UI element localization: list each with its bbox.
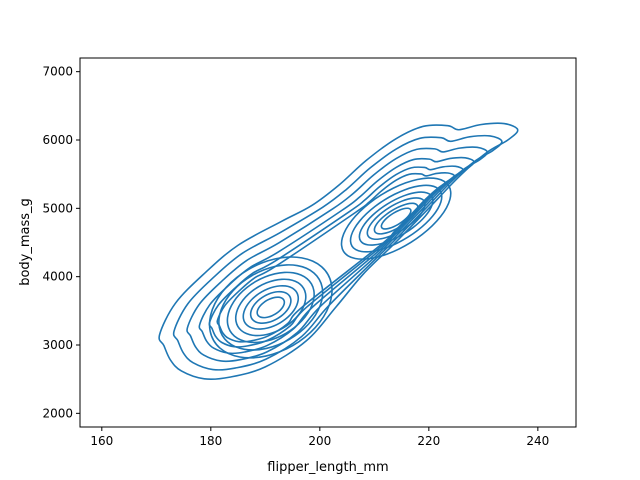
- density-contour: [158, 122, 519, 381]
- density-contour: [218, 264, 324, 351]
- density-contour: [186, 146, 489, 363]
- density-contour: [172, 134, 503, 371]
- density-contour: [234, 278, 307, 337]
- density-contour: [249, 290, 292, 324]
- y-tick-label: 5000: [42, 201, 73, 215]
- x-tick-label: 220: [417, 434, 440, 448]
- density-contour: [373, 202, 419, 235]
- y-tick-label: 7000: [42, 65, 73, 79]
- x-tick-label: 180: [199, 434, 222, 448]
- y-tick-label: 3000: [42, 338, 73, 352]
- density-contour: [226, 271, 315, 344]
- x-axis: 160 180 200 220 240: [90, 427, 549, 448]
- x-tick-label: 160: [90, 434, 113, 448]
- density-contour: [256, 296, 286, 319]
- contour-group: [158, 122, 519, 381]
- y-tick-label: 6000: [42, 133, 73, 147]
- x-tick-label: 200: [308, 434, 331, 448]
- x-tick-label: 240: [526, 434, 549, 448]
- y-axis-label: body_mass_g: [18, 198, 33, 286]
- density-contour: [380, 207, 412, 230]
- density-contour: [340, 177, 452, 260]
- density-contour: [349, 184, 443, 253]
- density-contour: [208, 165, 464, 348]
- density-contour: [242, 284, 300, 330]
- density-contour: [216, 172, 456, 343]
- y-tick-label: 4000: [42, 270, 73, 284]
- plot-frame: [79, 57, 577, 428]
- y-axis: 2000 3000 4000 5000 6000 7000: [42, 65, 80, 420]
- x-axis-label: flipper_length_mm: [267, 460, 388, 475]
- density-contour: [198, 156, 475, 355]
- density-contour: [208, 256, 333, 359]
- density-contour: [358, 191, 434, 246]
- y-tick-label: 2000: [42, 406, 73, 420]
- density-contour: [366, 197, 426, 241]
